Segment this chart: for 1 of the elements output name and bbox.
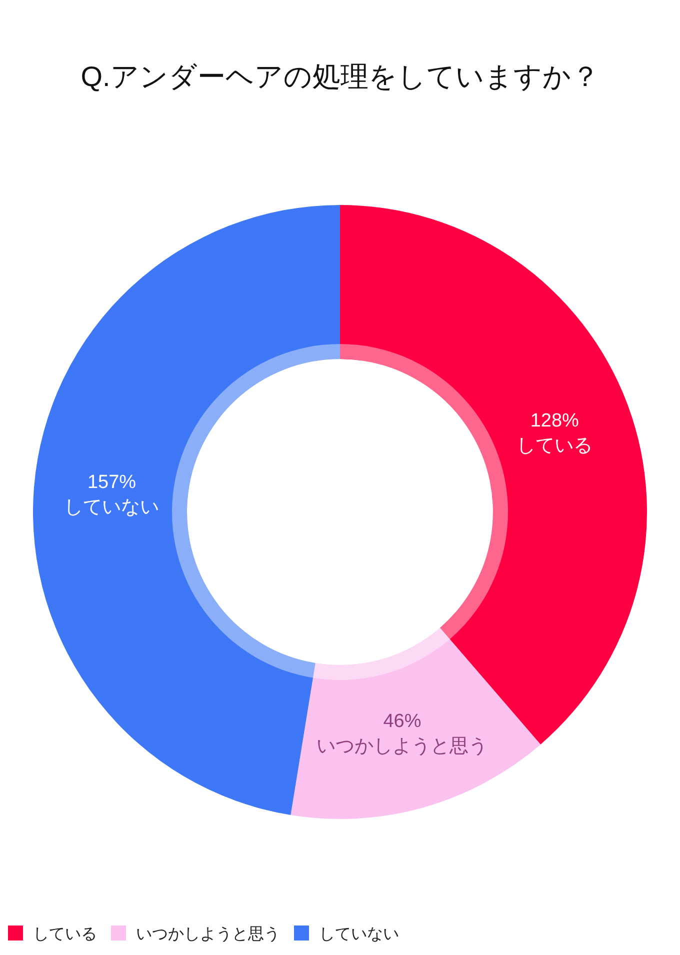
title: Q.アンダーヘアの処理をしていますか？ <box>80 61 600 92</box>
